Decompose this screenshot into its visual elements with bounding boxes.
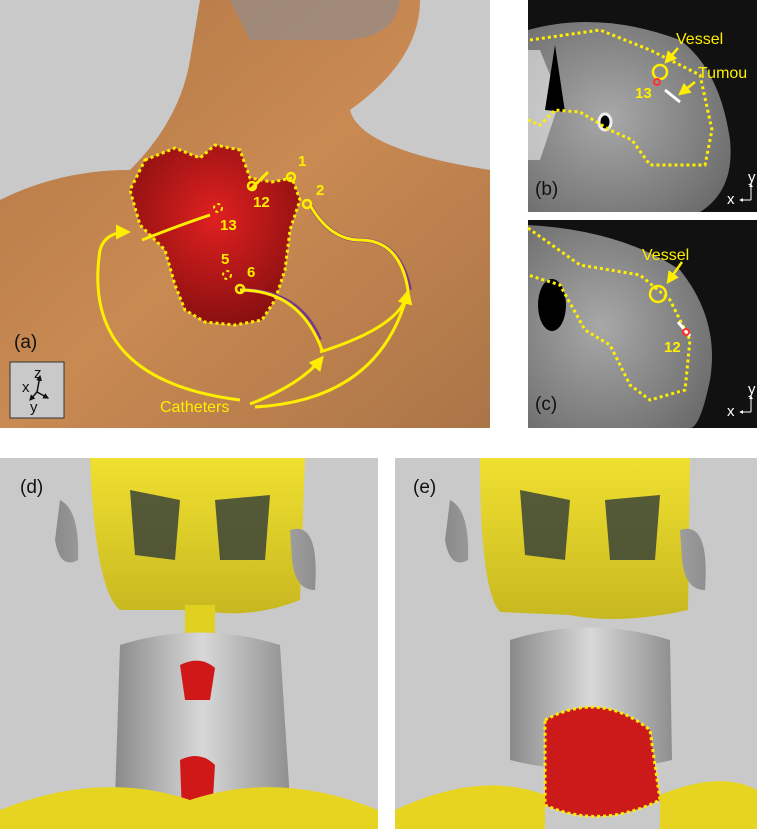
caption: Catheters: [160, 399, 229, 416]
axis-label: y: [30, 399, 38, 416]
vessel-ct: [599, 114, 611, 130]
figure: 1 2 12 13 5 6 Catheters (a) z x y Vessel…: [0, 0, 757, 829]
panel-label: (e): [413, 477, 436, 498]
panel-a: 1 2 12 13 5 6 Catheters (a) z x y: [0, 0, 490, 428]
axis-label: y: [748, 381, 756, 398]
point-label: 12: [253, 194, 270, 211]
panel-b: Vessel Tumou 13 (b) y x: [528, 0, 757, 212]
panel-label: (b): [535, 179, 558, 200]
panel-label: (d): [20, 477, 43, 498]
axis-label: x: [22, 379, 30, 396]
point-label: 2: [316, 182, 324, 199]
point-label: 1: [298, 153, 306, 170]
skull: [90, 458, 305, 613]
airway: [538, 279, 566, 331]
panel-label: (a): [14, 332, 37, 353]
page: 1 2 12 13 5 6 Catheters (a) z x y Vessel…: [0, 0, 757, 829]
panel-d: (d): [0, 458, 378, 829]
point-label: 13: [220, 217, 237, 234]
point-label: 6: [247, 264, 255, 281]
point-label: 5: [221, 251, 229, 268]
axis-label: z: [34, 365, 42, 382]
axis-label: y: [748, 169, 756, 186]
point-label: 12: [664, 339, 681, 356]
point-label: 13: [635, 85, 652, 102]
annotation: Tumou: [698, 65, 747, 82]
panel-c: Vessel 12 (c) y x: [528, 220, 757, 428]
axis-label: x: [727, 403, 735, 420]
axis-label: x: [727, 191, 735, 208]
annotation: Vessel: [676, 31, 723, 48]
skull: [480, 458, 690, 619]
panel-e: (e): [395, 458, 757, 829]
annotation: Vessel: [642, 247, 689, 264]
tumour: [180, 661, 215, 700]
head-render: [230, 0, 400, 40]
panel-label: (c): [535, 394, 557, 415]
